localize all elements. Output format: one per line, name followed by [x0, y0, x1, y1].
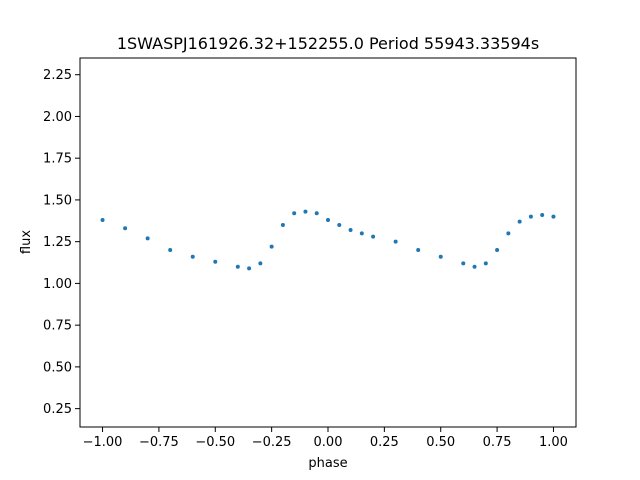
data-point — [528, 214, 533, 219]
x-tick-label: 1.00 — [539, 435, 568, 450]
data-point — [506, 231, 511, 236]
data-point — [292, 211, 297, 216]
y-tick-label: 1.25 — [43, 235, 72, 250]
data-point — [190, 254, 195, 259]
data-point — [100, 217, 105, 222]
data-point — [483, 261, 488, 266]
y-tick-label: 0.50 — [43, 360, 72, 375]
data-point — [213, 259, 218, 264]
data-point — [348, 227, 353, 232]
data-point — [247, 266, 252, 271]
data-point — [314, 211, 319, 216]
y-tick-label: 1.75 — [43, 152, 72, 167]
x-tick-label: 0.50 — [426, 435, 455, 450]
x-axis-ticks: −1.00 −0.75 −0.50 −0.25 0.00 0.25 0.50 0.75 1.00 — [83, 427, 568, 450]
data-point — [438, 254, 443, 259]
y-tick-label: 0.75 — [43, 319, 72, 334]
y-tick-label: 2.25 — [43, 68, 72, 83]
data-point — [551, 214, 556, 219]
data-point — [371, 234, 376, 239]
data-point — [280, 222, 285, 227]
data-point — [145, 236, 150, 241]
y-tick-label: 1.50 — [43, 193, 72, 208]
y-tick-label: 2.00 — [43, 110, 72, 125]
data-point — [416, 248, 421, 253]
data-point — [326, 217, 330, 222]
data-point — [472, 264, 477, 269]
data-point — [461, 261, 466, 266]
x-tick-label: 0.00 — [314, 435, 343, 450]
plot-frame — [79, 57, 577, 428]
data-point — [540, 212, 545, 217]
data-point — [303, 209, 308, 214]
data-point — [495, 248, 500, 253]
data-point — [235, 264, 240, 269]
x-tick-label: −0.75 — [139, 435, 179, 450]
data-point — [337, 222, 342, 227]
scatter-points — [100, 209, 556, 271]
x-tick-label: −0.50 — [195, 435, 235, 450]
y-axis-title: flux — [19, 230, 34, 254]
y-tick-label: 1.00 — [43, 277, 72, 292]
data-point — [269, 244, 274, 249]
data-point — [393, 239, 398, 244]
x-tick-label: −1.00 — [83, 435, 123, 450]
x-tick-label: 0.25 — [370, 435, 399, 450]
data-point — [258, 261, 263, 266]
y-tick-label: 0.25 — [43, 402, 72, 417]
x-tick-label: 0.75 — [483, 435, 512, 450]
x-tick-label: −0.25 — [252, 435, 292, 450]
y-axis-ticks: 0.25 0.50 0.75 1.00 1.25 1.50 1.75 2.00 2.25 — [43, 68, 80, 417]
x-axis-title: phase — [308, 456, 347, 471]
chart-title: 1SWASPJ161926.32+152255.0 Period 55943.3… — [117, 34, 539, 53]
data-point — [168, 248, 173, 253]
data-point — [123, 226, 128, 231]
data-point — [517, 219, 522, 224]
data-point — [359, 231, 364, 236]
